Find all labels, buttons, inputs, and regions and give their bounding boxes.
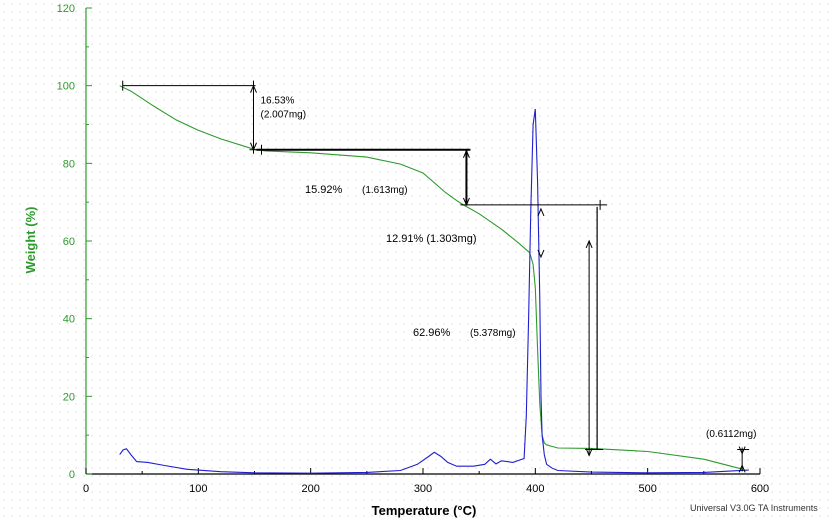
annotation-layer: 16.53% (2.007mg) 15.92% (1.613mg) 12.91% (1.… — [122, 80, 756, 473]
x-ticks: 0 100 200 300 400 500 600 — [83, 468, 769, 495]
annotation-label: (1.613mg) — [362, 185, 408, 196]
annotation-label: 16.53% — [261, 96, 295, 107]
y-tick-label: 100 — [57, 81, 75, 93]
y-tick-label: 20 — [63, 391, 75, 403]
annotation-label: (5.378mg) — [470, 328, 516, 339]
y-tick-label: 0 — [69, 469, 75, 481]
annotation-arrowhead — [250, 84, 257, 93]
y-ticks: 0 20 40 60 80 100 120 — [57, 3, 92, 481]
annotation-label: (2.007mg) — [261, 110, 307, 121]
x-tick-label: 100 — [189, 483, 207, 495]
annotation-arrowhead — [585, 448, 593, 457]
annotation-label: 15.92% — [305, 184, 343, 196]
annotation-arrowhead — [537, 207, 545, 217]
x-tick-label: 500 — [638, 483, 656, 495]
annotation-arrowhead — [738, 446, 746, 455]
annotation-label: 62.96% — [413, 327, 451, 339]
weight-curve — [119, 85, 744, 470]
footer-credit: Universal V3.0G TA Instruments — [690, 503, 818, 513]
x-tick-label: 400 — [526, 483, 544, 495]
y-tick-label: 80 — [63, 158, 75, 170]
x-tick-label: 300 — [414, 483, 432, 495]
annotation-arrowhead — [462, 149, 470, 158]
x-tick-label: 0 — [83, 483, 89, 495]
x-tick-label: 200 — [301, 483, 319, 495]
derivative-curve — [119, 108, 749, 474]
y-tick-label: 40 — [63, 314, 75, 326]
annotation-arrowhead — [585, 239, 593, 249]
annotation-label: 12.91% (1.303mg) — [386, 233, 477, 245]
y-tick-label: 60 — [63, 236, 75, 248]
x-tick-label: 600 — [751, 483, 769, 495]
x-axis-label: Temperature (°C) — [372, 503, 477, 518]
y-axis-label: Weight (%) — [23, 207, 38, 274]
annotation-label: (0.6112mg) — [706, 429, 756, 440]
y-tick-label: 120 — [57, 3, 75, 15]
series-layer — [119, 85, 749, 474]
annotation-arrowhead — [250, 142, 257, 152]
annotation-arrowhead — [537, 249, 545, 259]
annotation-arrowhead — [738, 464, 746, 473]
